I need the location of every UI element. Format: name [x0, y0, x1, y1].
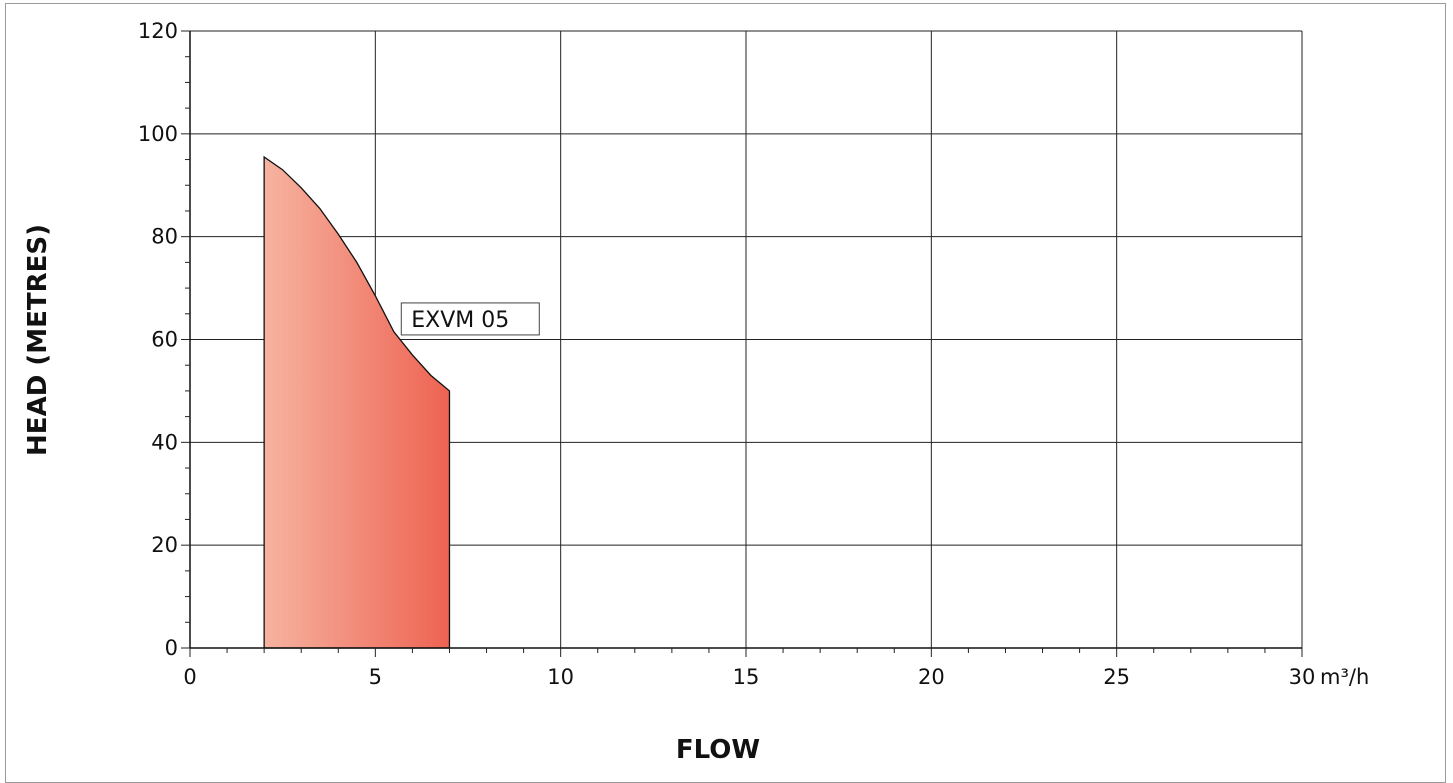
x-tick-label-10: 10 — [547, 665, 574, 689]
x-unit-label: m³/h — [1320, 665, 1369, 689]
tick-labels: 0 5 10 15 20 25 30 0 20 40 60 80 100 120 — [138, 19, 1315, 689]
series-area-layer — [263, 155, 451, 649]
x-tick-label-15: 15 — [733, 665, 760, 689]
series-labels: EXVM 05 — [400, 302, 540, 336]
y-tick-label-60: 60 — [151, 328, 178, 352]
x-tick-label-30: 30 — [1289, 665, 1316, 689]
y-axis-title: HEAD (METRES) — [23, 224, 53, 456]
series-area-0 — [263, 155, 451, 649]
y-tick-label-80: 80 — [151, 225, 178, 249]
x-axis-title: FLOW — [676, 735, 760, 765]
axes — [181, 30, 1303, 657]
chart-frame — [5, 3, 1446, 783]
x-tick-label-20: 20 — [918, 665, 945, 689]
x-tick-label-0: 0 — [183, 665, 196, 689]
x-tick-label-25: 25 — [1103, 665, 1130, 689]
y-tick-label-100: 100 — [138, 122, 178, 146]
x-tick-label-5: 5 — [369, 665, 382, 689]
y-tick-label-0: 0 — [165, 636, 178, 660]
series-label: EXVM 05 — [411, 308, 509, 333]
series-label-box: EXVM 05 — [400, 302, 540, 336]
y-tick-label-120: 120 — [138, 19, 178, 43]
y-tick-label-40: 40 — [151, 430, 178, 454]
series-label-bg — [400, 302, 540, 336]
y-tick-label-20: 20 — [151, 533, 178, 557]
